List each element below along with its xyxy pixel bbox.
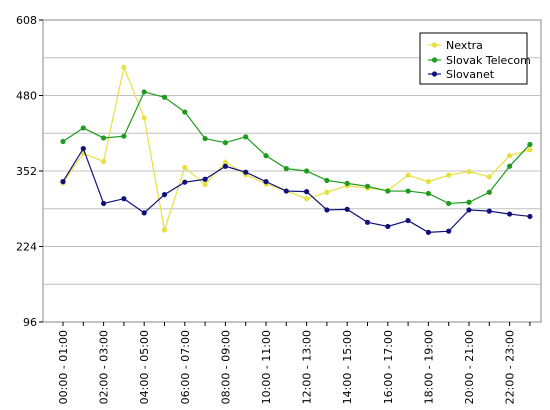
- data-point-nextra: [405, 172, 411, 178]
- data-point-slovak-telecom: [324, 177, 330, 184]
- data-point-slovak-telecom: [425, 190, 431, 197]
- data-point-nextra: [304, 196, 310, 202]
- legend-item-nextra: Nextra: [428, 39, 483, 52]
- data-point-slovanet: [425, 229, 431, 235]
- data-point-slovanet: [263, 179, 269, 185]
- series-line-slovanet: [62, 147, 530, 233]
- data-point-slovak-telecom: [527, 141, 533, 148]
- x-tick-label: 12:00 - 13:00: [301, 330, 314, 404]
- data-point-slovanet: [161, 191, 168, 198]
- x-tick-label: 14:00 - 15:00: [341, 330, 354, 404]
- y-tick-label: 96: [23, 316, 37, 329]
- data-point-slovak-telecom: [182, 109, 188, 115]
- x-tick-label: 06:00 - 07:00: [179, 330, 192, 404]
- x-tick-label: 20:00 - 21:00: [463, 330, 476, 404]
- data-point-nextra: [222, 159, 228, 165]
- data-point-slovanet: [202, 176, 208, 182]
- data-point-slovak-telecom: [486, 189, 492, 195]
- legend-marker-slovanet: [431, 71, 438, 77]
- x-tick-label: 10:00 - 11:00: [260, 330, 273, 404]
- data-point-nextra: [324, 189, 330, 195]
- y-tick-label: 480: [16, 90, 37, 103]
- data-point-slovanet: [507, 211, 513, 217]
- data-point-slovak-telecom: [263, 153, 269, 159]
- data-point-slovak-telecom: [304, 168, 310, 174]
- data-point-slovak-telecom: [385, 188, 391, 194]
- data-point-nextra: [202, 181, 208, 188]
- data-point-slovanet: [324, 207, 330, 213]
- legend-label-nextra: Nextra: [446, 39, 483, 52]
- data-point-nextra: [507, 153, 513, 159]
- data-point-slovanet: [60, 179, 66, 185]
- data-point-slovanet: [344, 206, 350, 212]
- data-point-nextra: [121, 64, 127, 70]
- legend-label-slovak-telecom: Slovak Telecom: [446, 54, 531, 67]
- x-tick-label: 04:00 - 05:00: [138, 330, 151, 404]
- data-point-nextra: [425, 179, 431, 185]
- legend-item-slovanet: Slovanet: [428, 68, 495, 81]
- data-point-slovak-telecom: [466, 199, 472, 205]
- data-point-slovak-telecom: [243, 134, 249, 140]
- legend-box: [419, 32, 528, 85]
- data-point-slovanet: [385, 223, 391, 230]
- data-point-slovanet: [101, 200, 107, 207]
- data-point-slovanet: [222, 163, 228, 169]
- data-point-slovak-telecom: [344, 180, 350, 186]
- legend: Nextra Slovak Telecom Slovanet: [419, 32, 531, 85]
- data-point-slovanet: [446, 228, 452, 234]
- data-point-slovanet: [364, 219, 371, 225]
- x-tick-label: 18:00 - 19:00: [422, 330, 435, 404]
- x-tick-label: 16:00 - 17:00: [382, 330, 395, 404]
- data-point-nextra: [486, 174, 492, 180]
- data-point-nextra: [161, 227, 168, 233]
- data-point-slovanet: [283, 188, 289, 194]
- data-point-nextra: [141, 115, 147, 121]
- y-tick-label: 352: [16, 165, 37, 178]
- data-point-slovak-telecom: [507, 163, 513, 169]
- data-point-slovak-telecom: [121, 133, 127, 139]
- data-point-slovak-telecom: [60, 138, 66, 145]
- x-tick-label: 00:00 - 01:00: [57, 330, 70, 404]
- data-point-slovak-telecom: [364, 183, 371, 189]
- legend-label-slovanet: Slovanet: [446, 68, 495, 81]
- data-point-slovak-telecom: [101, 135, 107, 141]
- series-line-nextra: [62, 65, 531, 231]
- data-point-slovak-telecom: [222, 140, 228, 146]
- data-point-nextra: [466, 168, 472, 175]
- data-point-slovak-telecom: [405, 188, 411, 194]
- data-point-slovanet: [182, 179, 188, 185]
- data-point-slovanet: [243, 169, 249, 175]
- y-axis-ticks: 96 224 352 480 608: [16, 14, 43, 329]
- series-line-slovak-telecom: [62, 91, 531, 205]
- data-point-slovak-telecom: [283, 166, 289, 172]
- legend-marker-nextra: [431, 42, 438, 48]
- data-point-nextra: [446, 172, 452, 178]
- legend-item-slovak-telecom: Slovak Telecom: [428, 54, 531, 67]
- x-tick-label: 02:00 - 03:00: [98, 330, 111, 404]
- data-point-slovak-telecom: [161, 94, 168, 100]
- data-point-slovanet: [486, 208, 492, 214]
- series-group: [60, 64, 533, 235]
- data-point-slovak-telecom: [80, 125, 86, 131]
- x-tick-label: 08:00 - 09:00: [219, 330, 232, 404]
- data-point-slovanet: [527, 213, 533, 220]
- data-point-slovanet: [121, 196, 127, 202]
- data-point-nextra: [527, 147, 533, 153]
- x-tick-label: 22:00 - 23:00: [504, 330, 517, 404]
- legend-marker-slovak-telecom: [431, 57, 438, 63]
- y-tick-label: 224: [16, 241, 37, 254]
- x-axis-ticks: 00:00 - 01:00 02:00 - 03:00 04:00 - 05:00 0…: [57, 322, 531, 404]
- data-point-slovak-telecom: [446, 200, 452, 207]
- data-point-slovak-telecom: [141, 89, 147, 95]
- data-point-nextra: [182, 164, 188, 171]
- data-point-slovanet: [304, 189, 310, 195]
- data-point-slovanet: [405, 217, 411, 224]
- data-point-slovak-telecom: [202, 135, 208, 142]
- y-tick-label: 608: [16, 14, 37, 27]
- data-point-slovanet: [466, 207, 472, 213]
- data-point-slovanet: [141, 210, 147, 216]
- data-point-slovanet: [80, 145, 86, 152]
- data-point-nextra: [101, 158, 107, 165]
